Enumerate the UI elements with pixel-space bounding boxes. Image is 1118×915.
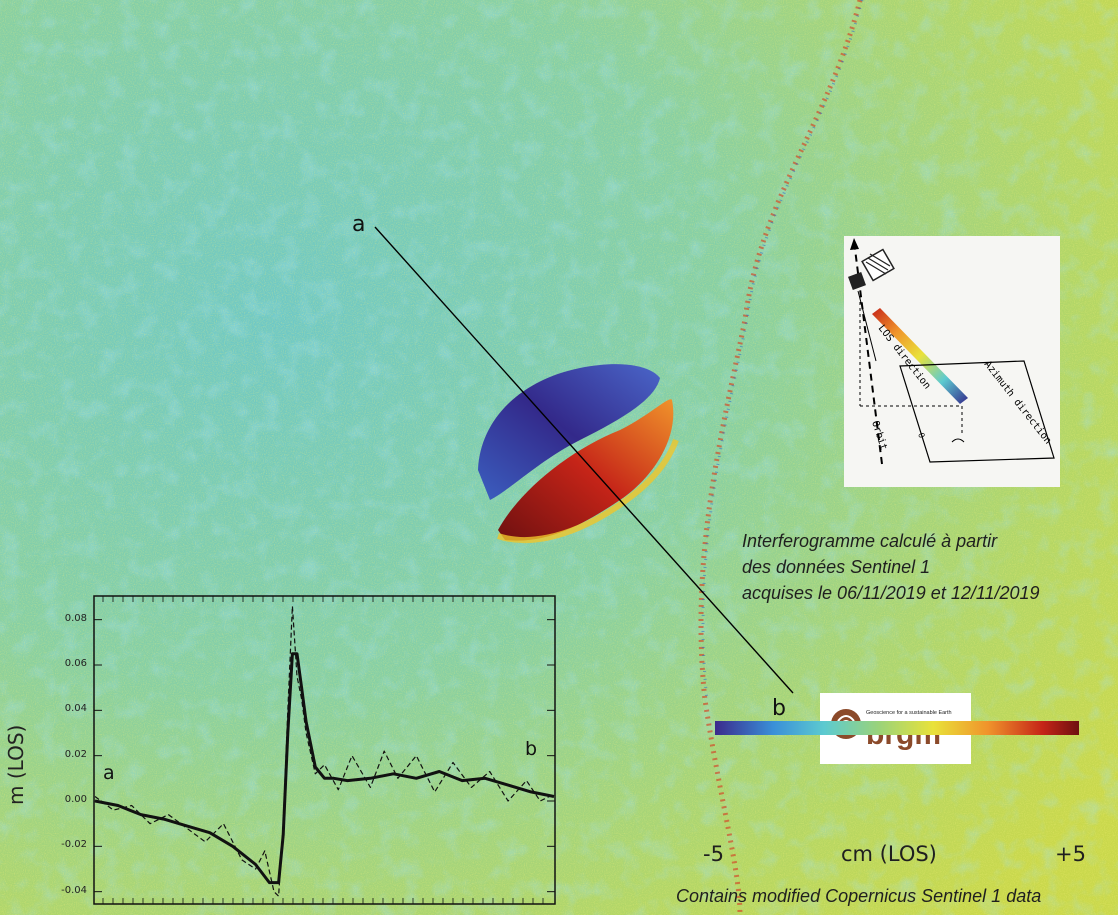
subsidence-lobe <box>478 364 660 500</box>
series-line-smoothed <box>94 652 555 885</box>
profile-line <box>374 226 794 694</box>
y-tick-label: 0.08 <box>64 612 87 624</box>
y-tick-label: 0.02 <box>64 748 87 760</box>
geometry-diagram: LOS direction Azimuth direction Orbit θ <box>848 238 1055 465</box>
y-tick-label: -0.02 <box>61 839 87 851</box>
uplift-lobe <box>498 399 674 541</box>
series-line-dashed <box>94 605 555 897</box>
satellite-icon <box>848 248 895 290</box>
y-tick-label: -0.04 <box>61 884 87 896</box>
colorbar-min-label: -5 <box>703 842 724 866</box>
brgm-tagline: Geoscience for a sustainable Earth <box>866 710 952 716</box>
profile-chart-svg: ab <box>93 595 556 905</box>
theta-label: θ <box>916 432 926 440</box>
geometry-inset: LOS direction Azimuth direction Orbit θ <box>844 236 1060 487</box>
colorbar-max-label: +5 <box>1055 842 1086 866</box>
colorbar-unit-label: cm (LOS) <box>841 842 937 866</box>
caption: Interferogramme calculé à partir des don… <box>742 528 1112 606</box>
y-axis-label: m (LOS) <box>4 724 28 805</box>
plot-frame <box>93 595 556 905</box>
profile-end-label: b <box>772 696 786 721</box>
plot-start-label: a <box>103 762 115 784</box>
colorbar <box>715 721 1079 735</box>
plot-end-label: b <box>525 738 537 760</box>
orbit-label: Orbit <box>869 420 889 452</box>
y-tick-label: 0.04 <box>64 703 87 715</box>
caption-line-3: acquises le 06/11/2019 et 12/11/2019 <box>742 583 1040 603</box>
azimuth-direction-label: Azimuth direction <box>982 359 1054 446</box>
caption-line-2: des données Sentinel 1 <box>742 557 931 577</box>
y-tick-label: 0.00 <box>64 794 87 805</box>
copernicus-credit: Contains modified Copernicus Sentinel 1 … <box>676 886 1042 906</box>
caption-line-1: Interferogramme calculé à partir <box>742 531 998 551</box>
profile-start-label: a <box>352 212 366 237</box>
y-tick-label: 0.06 <box>64 658 87 669</box>
